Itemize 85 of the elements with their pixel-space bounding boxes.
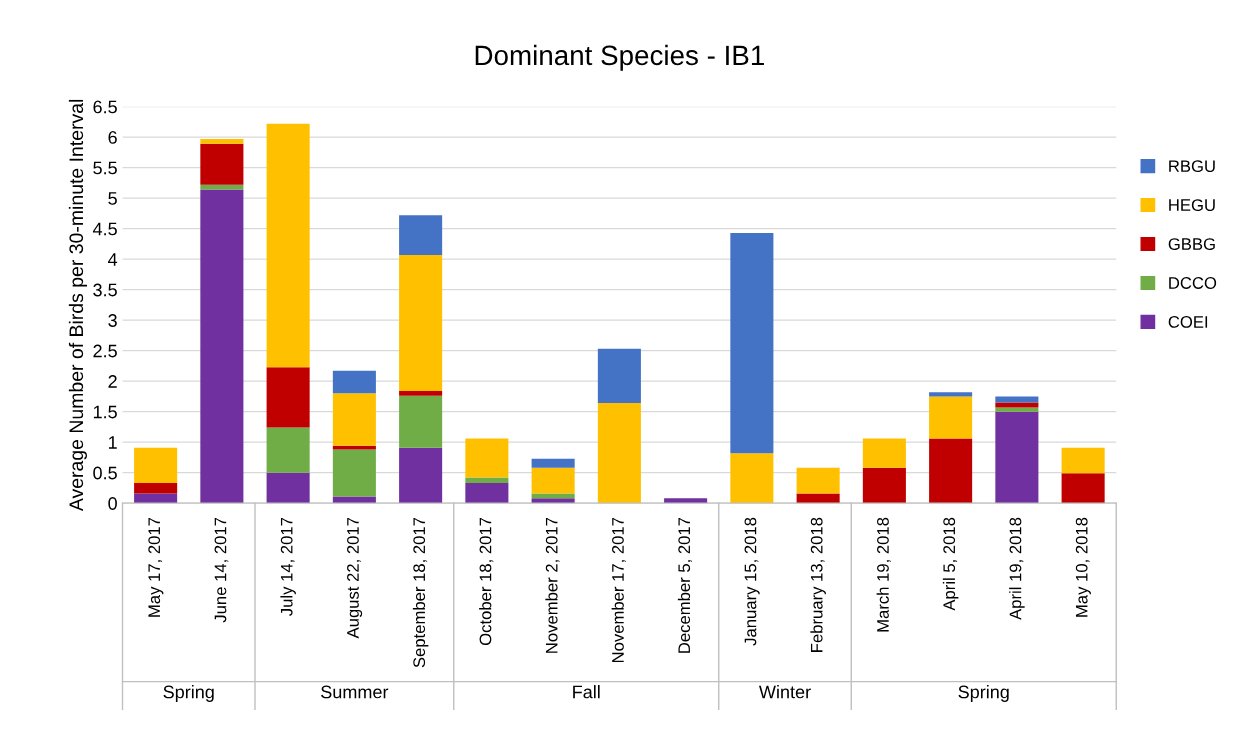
y-axis-title: Average Number of Birds per 30-minute Interval: [68, 99, 87, 512]
bar: [465, 477, 509, 484]
x-tick-label: July 14, 2017: [280, 517, 296, 616]
bar: [266, 427, 310, 473]
x-tick-label: November 17, 2017: [611, 517, 626, 663]
bar: [332, 370, 376, 394]
bar: [266, 472, 310, 504]
x-tick-label: February 13, 2018: [810, 517, 826, 652]
bar: [399, 390, 443, 396]
bar: [399, 395, 443, 448]
bar: [266, 367, 310, 428]
y-tick-label: 3: [108, 314, 117, 327]
x-tick-label: January 15, 2018: [744, 517, 760, 646]
x-tick-label: March 19, 2018: [876, 517, 891, 632]
bar: [332, 496, 376, 504]
bar: [465, 483, 509, 504]
bar: [134, 447, 178, 484]
bar: [134, 483, 178, 494]
y-tick-label: 0: [108, 497, 117, 510]
text: Fall: [573, 685, 600, 699]
bar: [597, 403, 641, 504]
bar: [531, 493, 575, 499]
y-tick-label: 1: [108, 436, 117, 449]
bar: [862, 467, 906, 504]
bar: [465, 438, 509, 478]
bar: [1061, 473, 1105, 504]
bar: [399, 215, 443, 255]
bar: [200, 189, 244, 504]
bar: [995, 411, 1039, 504]
y-tick-label: 5.5: [93, 161, 117, 175]
text: Spring: [958, 685, 1009, 702]
y-tick-label: 6: [108, 131, 117, 144]
x-tick-label: September 18, 2017: [412, 517, 429, 668]
bar: [266, 123, 310, 368]
text: Spring: [163, 685, 214, 702]
y-tick-label: 4: [108, 253, 118, 266]
x-tick-label: October 18, 2017: [479, 517, 494, 646]
bar: [332, 393, 376, 446]
legend-label: DCCO: [1169, 277, 1217, 289]
bar: [200, 184, 244, 190]
bar: [399, 447, 443, 504]
x-tick-label: April 5, 2018: [942, 517, 959, 611]
x-tick-label: August 22, 2017: [347, 517, 363, 639]
bar: [730, 453, 774, 504]
x-tick-label: December 5, 2017: [677, 517, 693, 653]
bar: [531, 467, 575, 494]
bar: [929, 392, 973, 397]
bar: [531, 458, 575, 468]
bar: [929, 396, 973, 439]
bar: [332, 449, 376, 497]
text: Summer: [321, 685, 389, 699]
bar: [134, 493, 178, 504]
bar: [597, 348, 641, 404]
y-tick-label: 3.5: [93, 283, 117, 297]
bar: [664, 498, 708, 504]
y-tick-label: 1.5: [93, 405, 117, 419]
legend-label: RBGU: [1169, 160, 1215, 173]
x-tick-label: November 2, 2017: [545, 517, 560, 653]
y-tick-label: 2: [108, 375, 117, 388]
x-tick-label: April 19, 2018: [1009, 517, 1025, 620]
bar: [399, 254, 443, 391]
legend-label: HEGU: [1169, 199, 1215, 211]
bar: [531, 498, 575, 504]
legend-label: GBBG: [1168, 238, 1215, 250]
text: Winter: [759, 685, 811, 699]
bar: [200, 138, 244, 144]
x-tick-label: May 10, 2018: [1075, 517, 1091, 617]
bar: [200, 143, 244, 185]
y-tick-label: 4.5: [92, 222, 117, 236]
bar: [1061, 447, 1105, 474]
x-tick-label: June 14, 2017: [214, 517, 229, 623]
x-tick-label: May 17, 2017: [148, 517, 164, 617]
bar: [862, 438, 906, 468]
bar: [995, 407, 1039, 412]
bar: [929, 438, 973, 504]
bar: [796, 467, 840, 494]
y-tick-label: 0.5: [93, 466, 117, 480]
y-tick-label: 6.5: [93, 100, 117, 114]
y-tick-label: 5: [108, 192, 117, 205]
bar: [730, 232, 774, 454]
bar: [995, 396, 1039, 403]
y-tick-label: 2.5: [93, 344, 117, 358]
legend-label: COEI: [1168, 316, 1208, 328]
bar: [796, 493, 840, 504]
chart-title: Dominant Species - IB1: [475, 44, 764, 71]
